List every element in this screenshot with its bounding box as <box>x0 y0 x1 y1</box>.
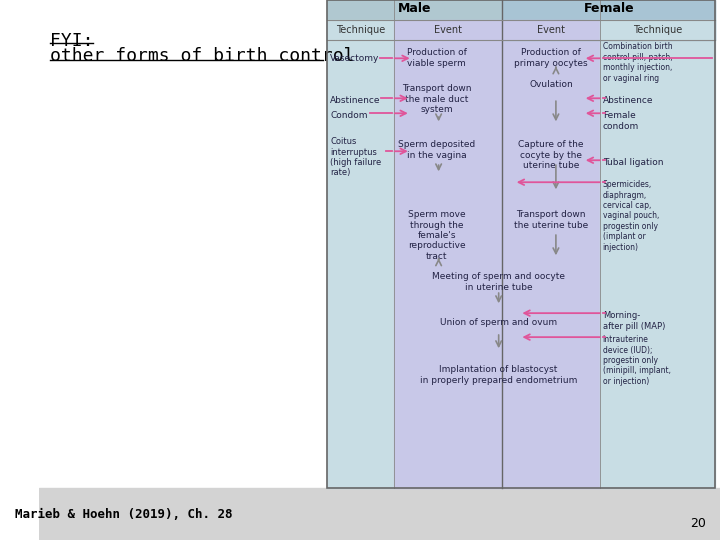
Bar <box>503 1 715 40</box>
Text: Technique: Technique <box>633 25 683 35</box>
Text: 20: 20 <box>690 517 706 530</box>
Text: Combination birth
control pill, patch,
monthly injection,
or vaginal ring: Combination birth control pill, patch, m… <box>603 42 672 83</box>
Text: Morning-
after pill (MAP): Morning- after pill (MAP) <box>603 311 665 330</box>
Text: FYI:: FYI: <box>50 32 94 50</box>
Text: Intrauterine
device (IUD);
progestin only
(minipill, implant,
or injection): Intrauterine device (IUD); progestin onl… <box>603 335 671 386</box>
Bar <box>503 21 600 40</box>
Text: Capture of the
cocyte by the
uterine tube: Capture of the cocyte by the uterine tub… <box>518 140 584 170</box>
Text: Vasectomy: Vasectomy <box>330 54 379 63</box>
Bar <box>39 488 720 540</box>
Text: Production of
primary oocytes: Production of primary oocytes <box>514 48 588 68</box>
Text: Implantation of blastocyst
in properly prepared endometrium: Implantation of blastocyst in properly p… <box>420 365 577 384</box>
Text: Abstinence: Abstinence <box>330 96 381 105</box>
Bar <box>328 1 715 40</box>
Text: other forms of birth control: other forms of birth control <box>50 48 355 65</box>
Text: Coitus
interruptus
(high failure
rate): Coitus interruptus (high failure rate) <box>330 137 382 178</box>
Bar <box>394 21 503 40</box>
Bar <box>394 40 600 488</box>
Text: Technique: Technique <box>336 25 385 35</box>
Text: Spermicides,
diaphragm,
cervical cap,
vaginal pouch,
progestin only
(implant or
: Spermicides, diaphragm, cervical cap, va… <box>603 180 659 252</box>
Text: Production of
viable sperm: Production of viable sperm <box>407 48 467 68</box>
Text: Female
condom: Female condom <box>603 111 639 131</box>
Text: Tubal ligation: Tubal ligation <box>603 158 663 167</box>
Text: Sperm move
through the
female's
reproductive
tract: Sperm move through the female's reproduc… <box>408 210 466 261</box>
Text: Abstinence: Abstinence <box>603 96 653 105</box>
Text: Event: Event <box>537 25 565 35</box>
Bar <box>328 1 715 488</box>
Text: Transport down
the uterine tube: Transport down the uterine tube <box>514 210 588 230</box>
Text: Ovulation: Ovulation <box>529 80 573 89</box>
Text: Sperm deposited
in the vagina: Sperm deposited in the vagina <box>398 140 475 160</box>
Text: Condom: Condom <box>330 111 368 120</box>
Bar <box>328 40 394 488</box>
Text: Transport down
the male duct
system: Transport down the male duct system <box>402 84 472 114</box>
Text: Event: Event <box>434 25 462 35</box>
Bar <box>600 21 715 40</box>
Bar <box>600 40 715 488</box>
Text: Male: Male <box>398 2 432 15</box>
Text: Union of sperm and ovum: Union of sperm and ovum <box>440 318 557 327</box>
Bar <box>328 21 394 40</box>
Text: Marieb & Hoehn (2019), Ch. 28: Marieb & Hoehn (2019), Ch. 28 <box>15 508 233 521</box>
Text: Meeting of sperm and oocyte
in uterine tube: Meeting of sperm and oocyte in uterine t… <box>432 272 565 292</box>
Text: Female: Female <box>583 2 634 15</box>
